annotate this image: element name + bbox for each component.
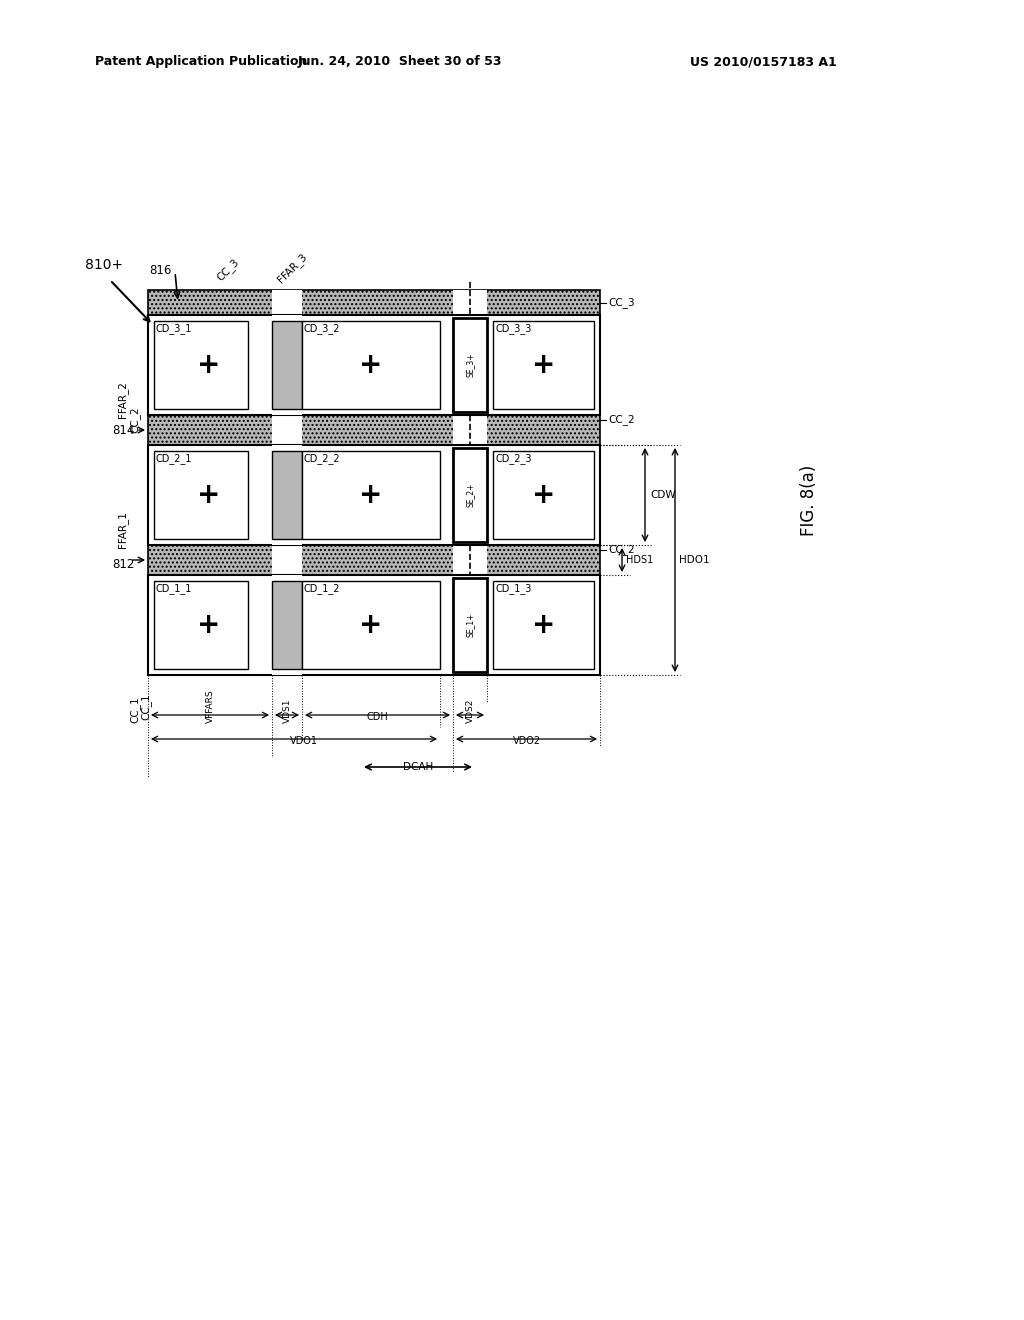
Text: CC_3: CC_3 [215, 256, 242, 284]
Text: 816: 816 [150, 264, 172, 276]
Text: FIG. 8(a): FIG. 8(a) [800, 465, 818, 536]
Text: Patent Application Publication: Patent Application Publication [95, 55, 307, 69]
Bar [493, 321, 594, 409]
Text: Jun. 24, 2010  Sheet 30 of 53: Jun. 24, 2010 Sheet 30 of 53 [298, 55, 502, 69]
Bar [453, 578, 487, 672]
Text: CD_3_3: CD_3_3 [495, 323, 531, 334]
Text: VDS1: VDS1 [283, 698, 292, 723]
Text: +: + [531, 611, 555, 639]
Text: CD_2_1: CD_2_1 [156, 453, 193, 463]
Text: FFAR_3: FFAR_3 [275, 251, 309, 285]
Text: +: + [531, 351, 555, 379]
Text: CD_3_1: CD_3_1 [156, 323, 193, 334]
Bar [302, 581, 440, 669]
Text: FFAR_1: FFAR_1 [117, 512, 128, 548]
Text: CC_3: CC_3 [608, 297, 635, 308]
Text: VFFARS: VFFARS [206, 689, 214, 723]
Bar [148, 445, 600, 545]
Bar [453, 290, 487, 315]
Bar [272, 290, 302, 315]
Bar [154, 321, 248, 409]
Bar [302, 451, 440, 539]
Text: CDW: CDW [650, 490, 676, 500]
Text: +: + [359, 351, 383, 379]
Bar [453, 545, 487, 576]
Text: VDO1: VDO1 [290, 737, 318, 746]
Text: +: + [359, 611, 383, 639]
Bar [272, 576, 302, 675]
Bar [148, 545, 600, 576]
Bar [272, 414, 302, 445]
Bar [272, 581, 302, 669]
Bar [272, 545, 302, 576]
Bar [148, 290, 600, 315]
Text: SE_2+: SE_2+ [466, 483, 474, 507]
Text: +: + [198, 351, 221, 379]
Bar [154, 581, 248, 669]
Bar [272, 451, 302, 539]
Text: +: + [531, 480, 555, 510]
Text: CD_1_2: CD_1_2 [304, 583, 341, 594]
Text: SE_3+: SE_3+ [466, 352, 474, 378]
Bar [272, 445, 302, 545]
Text: +: + [198, 480, 221, 510]
Bar [272, 321, 302, 409]
Text: +: + [359, 480, 383, 510]
Text: CD_2_3: CD_2_3 [495, 453, 531, 463]
Bar [453, 414, 487, 445]
Bar [493, 581, 594, 669]
Bar [493, 451, 594, 539]
Text: +: + [198, 611, 221, 639]
Text: VDS2: VDS2 [466, 698, 474, 723]
Text: CC_2: CC_2 [608, 414, 635, 425]
Text: FFAR_2: FFAR_2 [117, 381, 128, 418]
Text: HDO1: HDO1 [679, 554, 710, 565]
Bar [453, 318, 487, 412]
Text: 810+: 810+ [85, 257, 123, 272]
Text: CC_2: CC_2 [129, 407, 140, 433]
Text: CD_3_2: CD_3_2 [304, 323, 341, 334]
Text: 814: 814 [113, 424, 135, 437]
Text: CC_1: CC_1 [129, 697, 140, 723]
Text: CC_2: CC_2 [608, 545, 635, 556]
Bar [154, 451, 248, 539]
Bar [272, 315, 302, 414]
Text: DCAH: DCAH [402, 762, 433, 772]
Text: CDH: CDH [367, 711, 388, 722]
Bar [148, 414, 600, 445]
Text: VDO2: VDO2 [512, 737, 541, 746]
Text: US 2010/0157183 A1: US 2010/0157183 A1 [690, 55, 837, 69]
Bar [302, 321, 440, 409]
Text: CD_1_3: CD_1_3 [495, 583, 531, 594]
Text: SE_1+: SE_1+ [466, 612, 474, 638]
Text: CD_1_1: CD_1_1 [156, 583, 193, 594]
Text: 812: 812 [113, 558, 135, 572]
Bar [453, 447, 487, 543]
Bar [148, 576, 600, 675]
Text: CC_1: CC_1 [140, 693, 152, 719]
Text: CD_2_2: CD_2_2 [304, 453, 341, 463]
Bar [148, 315, 600, 414]
Text: HDS1: HDS1 [626, 554, 653, 565]
